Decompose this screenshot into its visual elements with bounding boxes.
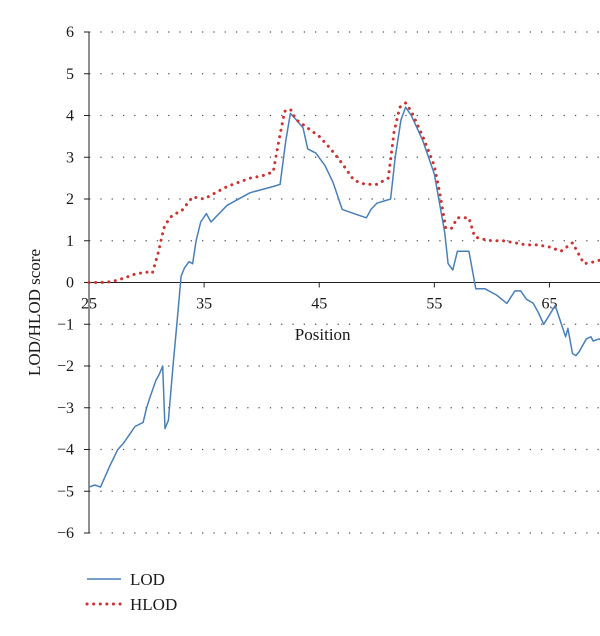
y-tick-label: 3 [66, 149, 74, 166]
x-tick-label: 35 [196, 296, 212, 313]
y-tick-label: 6 [66, 24, 74, 41]
y-tick-label: 4 [66, 108, 74, 125]
legend-label-lod: LOD [130, 570, 165, 589]
axes [88, 32, 600, 533]
x-ticks: 25 35 45 55 65 [81, 282, 557, 313]
legend-label-hlod: HLOD [130, 595, 177, 614]
y-tick-label: 2 [66, 191, 74, 208]
x-axis-title: Position [295, 325, 351, 344]
y-tick-label: −5 [57, 483, 74, 500]
y-tick-label: 1 [66, 233, 74, 250]
x-tick-label: 45 [311, 296, 327, 313]
series-layer [87, 101, 600, 488]
y-tick-label: −2 [57, 358, 74, 375]
y-tick-label: −4 [57, 442, 74, 459]
y-tick-label: −3 [57, 400, 74, 417]
y-axis-title: LOD/HLOD score [25, 249, 44, 376]
y-tick-label: 5 [66, 66, 74, 83]
y-tick-label: −6 [57, 525, 74, 542]
x-tick-label: 65 [541, 296, 557, 313]
x-tick-label: 55 [426, 296, 442, 313]
legend: LOD HLOD [85, 570, 177, 614]
y-tick-label: 0 [66, 275, 74, 292]
x-tick-label: 25 [81, 296, 97, 313]
y-tick-label: −1 [57, 316, 74, 333]
y-ticks: −6 −5 −4 −3 −2 −1 0 1 2 3 4 5 6 [57, 24, 89, 542]
series-lod-line [88, 106, 600, 488]
series-hlod-line [87, 101, 600, 284]
